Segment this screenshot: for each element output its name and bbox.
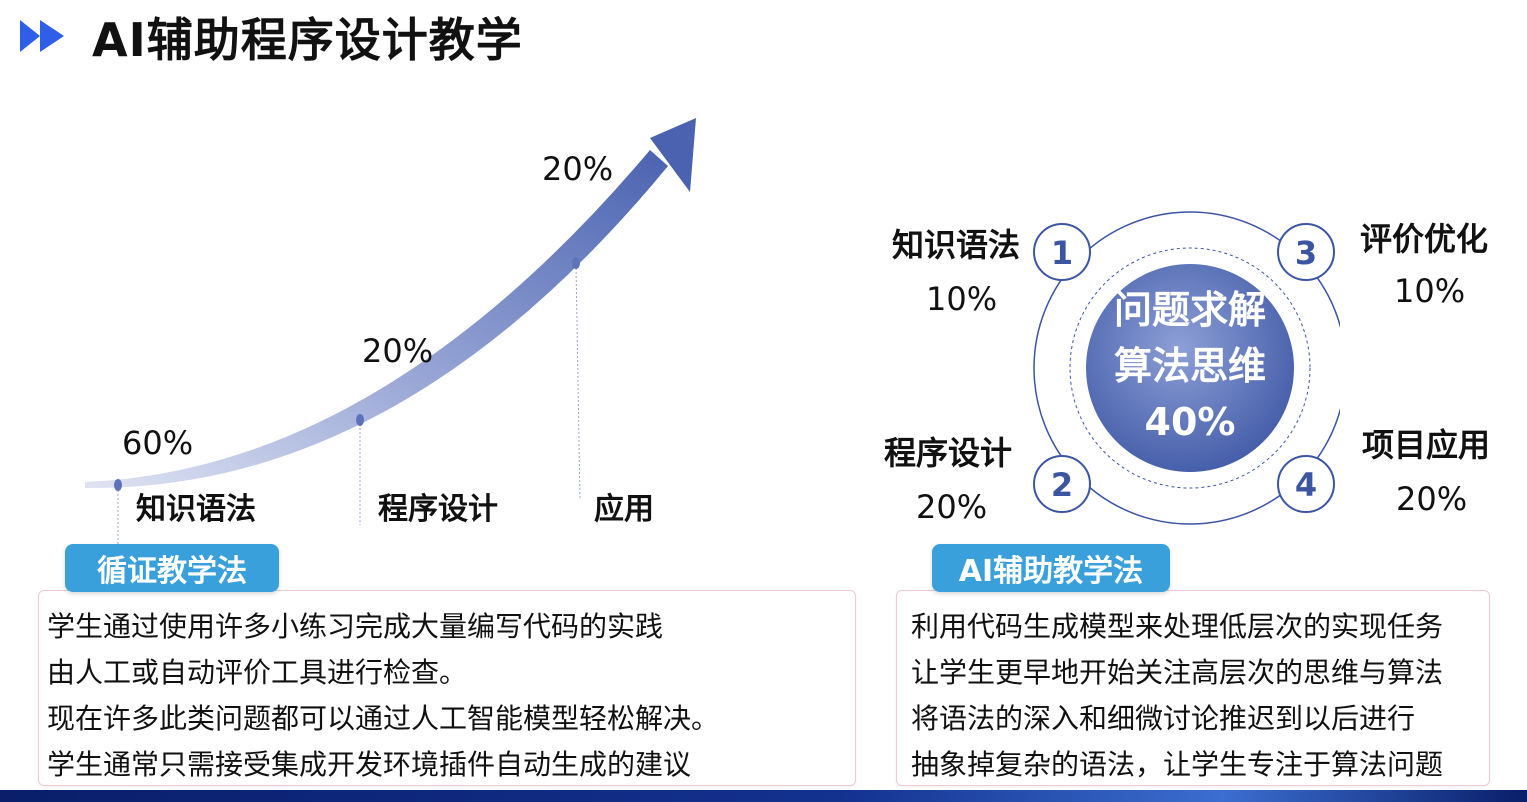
center-line-2: 算法思维 xyxy=(1090,338,1290,394)
ring-percent-3: 10% xyxy=(1394,272,1465,310)
ring-label-2: 程序设计 xyxy=(884,428,1012,474)
evidence-method-box: 学生通过使用许多小练习完成大量编写代码的实践 由人工或自动评价工具进行检查。 现… xyxy=(38,590,856,786)
badge-2: 2 xyxy=(1034,456,1090,512)
ai-method-tag: AI辅助教学法 xyxy=(932,544,1170,592)
center-line-3: 40% xyxy=(1090,394,1290,450)
stage-node-1 xyxy=(114,479,122,491)
badge-number-4: 4 xyxy=(1295,466,1317,504)
stage-line-3 xyxy=(576,264,580,500)
badge-number-2: 2 xyxy=(1051,466,1073,504)
evidence-line-1: 学生通过使用许多小练习完成大量编写代码的实践 xyxy=(47,603,663,651)
badge-4: 4 xyxy=(1278,456,1334,512)
ai-method-box: 利用代码生成模型来处理低层次的实现任务 让学生更早地开始关注高层次的思维与算法 … xyxy=(896,590,1490,786)
stage-percent-3: 20% xyxy=(542,150,613,188)
badge-3: 3 xyxy=(1278,224,1334,280)
footer-bar xyxy=(0,790,1527,802)
ring-label-4: 项目应用 xyxy=(1362,420,1490,466)
center-line-1: 问题求解 xyxy=(1090,282,1290,338)
ring-label-3: 评价优化 xyxy=(1360,214,1488,260)
evidence-line-2: 由人工或自动评价工具进行检查。 xyxy=(47,649,467,697)
stage-label-3: 应用 xyxy=(594,484,654,528)
ring-percent-4: 20% xyxy=(1396,480,1467,518)
stage-percent-1: 60% xyxy=(122,424,193,462)
evidence-line-4: 学生通常只需接受集成开发环境插件自动生成的建议 xyxy=(47,741,691,789)
stage-percent-2: 20% xyxy=(362,332,433,370)
ring-label-1: 知识语法 xyxy=(892,220,1020,266)
ring-percent-2: 20% xyxy=(916,488,987,526)
ring-percent-1: 10% xyxy=(926,280,997,318)
evidence-line-3: 现在许多此类问题都可以通过人工智能模型轻松解决。 xyxy=(47,695,719,743)
ai-line-2: 让学生更早地开始关注高层次的思维与算法 xyxy=(911,649,1443,697)
ring-center-text: 问题求解 算法思维 40% xyxy=(1090,282,1290,450)
growth-arrow-head xyxy=(650,118,696,192)
ai-line-4: 抽象掉复杂的语法，让学生专注于算法问题 xyxy=(911,741,1443,789)
ai-line-1: 利用代码生成模型来处理低层次的实现任务 xyxy=(911,603,1443,651)
stage-label-1: 知识语法 xyxy=(136,484,256,528)
evidence-method-tag: 循证教学法 xyxy=(65,544,279,592)
growth-curve-diagram xyxy=(0,0,760,560)
badge-number-1: 1 xyxy=(1051,234,1073,272)
badge-number-3: 3 xyxy=(1295,234,1317,272)
ai-line-3: 将语法的深入和细微讨论推迟到以后进行 xyxy=(911,695,1415,743)
stage-node-2 xyxy=(356,414,364,426)
stage-node-3 xyxy=(572,257,580,269)
badge-1: 1 xyxy=(1034,224,1090,280)
stage-label-2: 程序设计 xyxy=(378,484,498,528)
